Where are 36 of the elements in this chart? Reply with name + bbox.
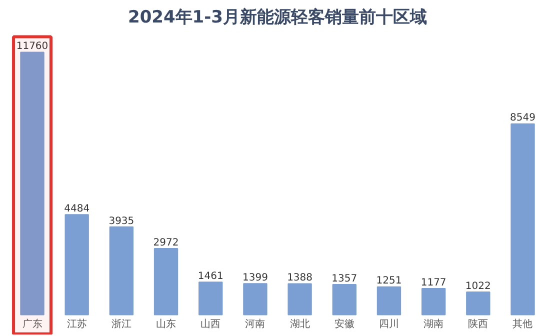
- data-label: 4484: [64, 204, 90, 215]
- x-tick-label: 四川: [378, 318, 399, 330]
- bar: [421, 288, 446, 316]
- data-label: 1357: [332, 273, 358, 284]
- data-label: 1251: [376, 276, 402, 287]
- data-label: 1461: [198, 271, 224, 282]
- data-label: 1177: [420, 277, 446, 288]
- x-tick-label: 安徽: [334, 318, 354, 330]
- data-label: 1399: [242, 272, 268, 284]
- bar: [64, 214, 89, 316]
- data-label: 3935: [108, 216, 134, 227]
- bar: [243, 283, 268, 316]
- x-tick-label: 山东: [156, 318, 176, 330]
- bar: [466, 291, 490, 316]
- x-tick-label: 江苏: [66, 318, 87, 330]
- data-label: 1022: [465, 280, 491, 292]
- bar: [288, 283, 312, 316]
- bar: [332, 284, 356, 316]
- x-tick-label: 浙江: [111, 318, 132, 330]
- x-tick-label: 广东: [22, 318, 42, 330]
- data-label: 11760: [16, 41, 48, 52]
- bar: [510, 123, 535, 316]
- bar: [154, 248, 178, 316]
- data-label: 2972: [153, 237, 179, 248]
- x-tick-label: 河南: [245, 318, 266, 330]
- x-tick-label: 其他: [512, 318, 533, 330]
- bar: [198, 282, 223, 316]
- x-tick-label: 山西: [200, 318, 221, 330]
- data-label: 8549: [510, 112, 536, 124]
- x-tick-label: 湖北: [290, 318, 310, 330]
- x-tick-label: 陕西: [468, 318, 488, 330]
- bar: [376, 286, 402, 316]
- chart-title: 2024年1-3月新能源轻客销量前十区域: [128, 8, 428, 28]
- bar: [109, 226, 134, 316]
- x-tick-label: 湖南: [424, 318, 444, 330]
- data-label: 1388: [287, 272, 313, 284]
